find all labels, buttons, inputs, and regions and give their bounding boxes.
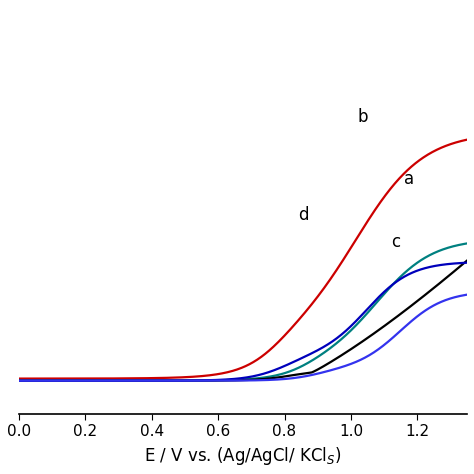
Text: c: c <box>391 233 400 251</box>
Text: b: b <box>357 108 368 126</box>
Text: a: a <box>404 171 414 189</box>
Text: d: d <box>298 206 308 224</box>
X-axis label: E / V vs. (Ag/AgCl/ KCl$_S$): E / V vs. (Ag/AgCl/ KCl$_S$) <box>144 445 342 467</box>
